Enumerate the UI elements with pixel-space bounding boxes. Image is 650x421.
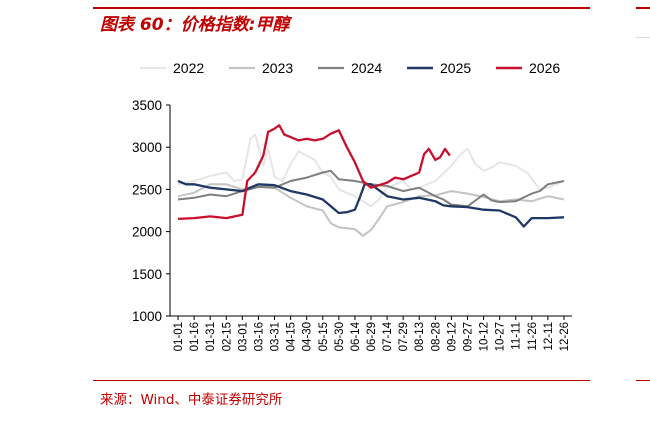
x-tick-label: 12-26 bbox=[559, 322, 571, 351]
y-axis: 1000 1500 2000 2500 3000 3500 bbox=[132, 98, 171, 324]
series-line-2022 bbox=[177, 133, 565, 208]
y-tick-label: 3500 bbox=[132, 98, 162, 113]
legend: 2022 2023 2024 2025 2026 bbox=[140, 60, 560, 76]
x-tick-label: 05-30 bbox=[334, 322, 346, 351]
x-tick-label: 07-29 bbox=[398, 322, 410, 351]
x-tick-label: 10-27 bbox=[495, 322, 507, 351]
x-tick-label: 08-28 bbox=[430, 322, 442, 351]
source-rule bbox=[93, 380, 590, 381]
title-rule bbox=[93, 7, 590, 9]
x-tick-label: 05-15 bbox=[318, 322, 330, 351]
x-tick-label: 07-14 bbox=[382, 321, 394, 351]
chart-title: 图表 60：价格指数:甲醇 bbox=[100, 15, 290, 35]
x-tick-label: 01-31 bbox=[205, 322, 217, 351]
x-tick-label: 09-12 bbox=[446, 322, 458, 351]
title-rule-right bbox=[636, 7, 650, 9]
y-tick-label: 2500 bbox=[132, 182, 162, 197]
x-tick-label: 03-01 bbox=[237, 322, 249, 351]
x-tick-label: 04-30 bbox=[302, 322, 314, 351]
y-tick-label: 2000 bbox=[132, 225, 162, 240]
x-tick-label: 12-11 bbox=[543, 322, 555, 351]
x-tick-label: 10-12 bbox=[479, 322, 491, 351]
x-tick-label: 11-11 bbox=[511, 322, 523, 350]
legend-label-2026: 2026 bbox=[529, 60, 560, 76]
side-divider bbox=[636, 37, 650, 38]
x-tick-label: 06-14 bbox=[350, 321, 362, 351]
source-note: 来源：Wind、中泰证券研究所 bbox=[100, 392, 283, 408]
x-axis: 01-01 01-16 01-31 02-15 03-01 03-16 03-31 04-15… bbox=[170, 315, 572, 351]
x-tick-label: 03-31 bbox=[270, 322, 282, 351]
x-tick-label: 11-26 bbox=[527, 322, 539, 351]
legend-label-2024: 2024 bbox=[351, 60, 382, 76]
x-tick-label: 08-13 bbox=[414, 322, 426, 351]
y-tick-label: 1000 bbox=[132, 309, 162, 324]
y-tick-label: 1500 bbox=[132, 267, 162, 282]
x-tick-label: 01-16 bbox=[189, 322, 201, 351]
legend-label-2025: 2025 bbox=[440, 60, 471, 76]
source-rule-right bbox=[636, 380, 650, 381]
series-line-2023 bbox=[177, 183, 565, 237]
legend-label-2022: 2022 bbox=[173, 60, 204, 76]
series-group bbox=[177, 124, 565, 237]
legend-label-2023: 2023 bbox=[262, 60, 293, 76]
x-tick-label: 01-01 bbox=[173, 322, 185, 351]
x-tick-label: 04-15 bbox=[286, 322, 298, 351]
x-tick-label: 02-15 bbox=[221, 322, 233, 351]
x-tick-label: 09-27 bbox=[462, 322, 474, 351]
x-tick-label: 03-16 bbox=[253, 322, 265, 351]
series-line-2024 bbox=[177, 169, 565, 208]
series-line-2026 bbox=[177, 124, 451, 221]
y-tick-label: 3000 bbox=[132, 140, 162, 155]
x-tick-label: 06-29 bbox=[366, 322, 378, 351]
